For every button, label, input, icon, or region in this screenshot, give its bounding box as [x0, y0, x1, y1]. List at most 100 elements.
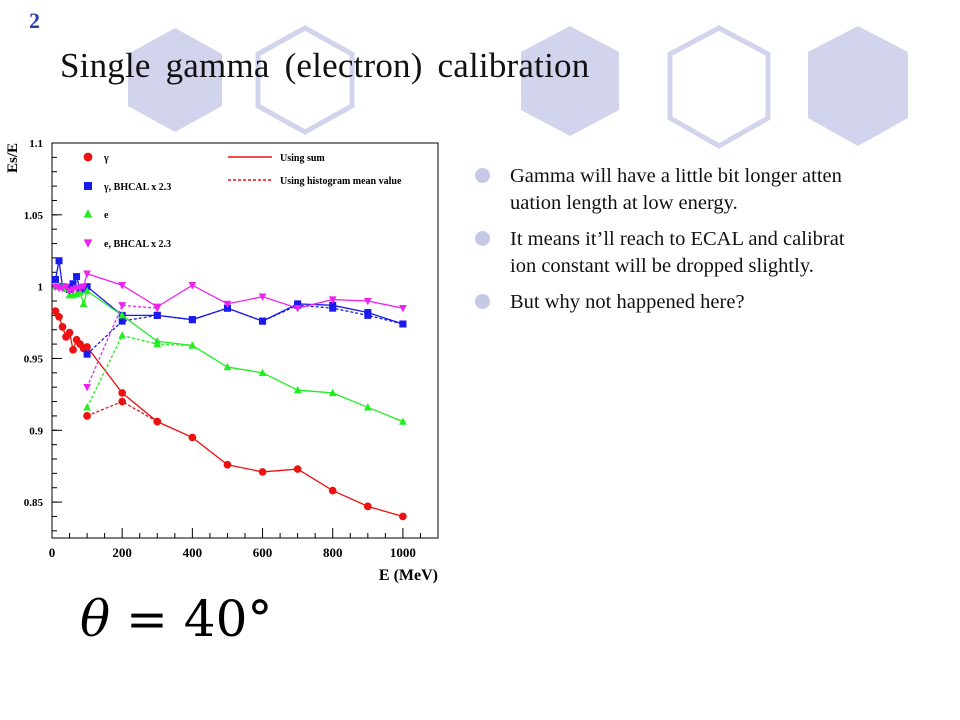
data-point [363, 297, 372, 306]
data-point [118, 302, 127, 310]
x-tick-label: 800 [323, 545, 343, 560]
y-tick-label: 0.9 [29, 425, 43, 437]
bullet-list: Gamma will have a little bit longer atte… [475, 163, 945, 325]
bullet-dot-icon [475, 231, 490, 246]
data-point [65, 328, 74, 337]
data-point [258, 468, 267, 476]
data-point [363, 403, 372, 411]
data-point [153, 305, 162, 313]
bullet-dot-icon [475, 168, 490, 183]
data-point [258, 368, 267, 376]
data-point [153, 339, 162, 348]
x-tick-label: 200 [112, 545, 132, 560]
series-line [54, 310, 404, 518]
data-point [329, 304, 337, 312]
slide-number: 2 [29, 8, 40, 33]
data-point [118, 389, 127, 397]
legend-label: γ [103, 153, 109, 164]
bullet-text-line: Gamma will have a little bit longer atte… [510, 165, 842, 187]
data-point [83, 343, 91, 351]
data-point [83, 286, 91, 295]
bullet-text-line: uation length at low energy. [510, 192, 738, 214]
data-point [293, 385, 302, 394]
hexagon-shape [255, 25, 355, 135]
data-point [328, 296, 337, 304]
data-point [188, 282, 197, 290]
data-point [52, 275, 60, 283]
data-point [188, 341, 197, 349]
hexagon-shape [667, 25, 771, 149]
x-tick-label: 0 [49, 545, 56, 560]
data-point [188, 433, 197, 442]
y-tick-label: 1.05 [24, 210, 44, 222]
data-point [69, 345, 77, 354]
data-point [55, 257, 63, 265]
series-line [86, 304, 158, 388]
calibration-chart: 0 200 400 600 800 1000 0.85 0.9 0.95 1 1.05 1.1 E (M… [5, 138, 439, 584]
legend-label: e, BHCAL x 2.3 [104, 239, 171, 250]
angle-formula: θ = 40° [80, 590, 272, 648]
data-point [58, 323, 67, 331]
bullet-item: It means it’ll reach to ECAL and calibra… [475, 226, 945, 280]
hexagon-shape [808, 26, 908, 146]
y-tick-label: 0.95 [24, 353, 44, 365]
data-point [293, 465, 302, 473]
bullet-text-line: It means it’ll reach to ECAL and calibra… [510, 228, 845, 250]
y-tick-label: 1 [38, 282, 44, 294]
bullet-text-line: But why not happened here? [510, 291, 745, 313]
theta-symbol: θ [80, 590, 111, 648]
series-line [86, 334, 193, 408]
hexagon-shape [521, 26, 619, 136]
data-point [258, 293, 267, 301]
x-tick-label: 1000 [390, 545, 416, 560]
data-point [83, 350, 91, 358]
data-point [55, 312, 63, 321]
legend-label: Using sum [280, 153, 325, 164]
x-tick-label: 600 [253, 545, 273, 560]
data-point [79, 283, 88, 291]
data-point [83, 270, 91, 278]
legend-marker [83, 239, 93, 248]
data-point [83, 412, 91, 420]
y-tick-label: 0.85 [24, 497, 44, 509]
legend-label: e [104, 210, 109, 221]
series-line [86, 304, 404, 355]
data-point [153, 311, 161, 319]
data-point [399, 417, 407, 425]
data-point [118, 311, 127, 319]
data-point [223, 460, 232, 469]
hexagon-decoration [128, 25, 908, 149]
y-tick-label: 1.1 [29, 138, 43, 150]
data-point [73, 273, 81, 281]
data-point [293, 305, 302, 313]
data-point [328, 388, 337, 397]
x-axis-label: E (MeV) [379, 567, 438, 584]
hexagon-shape [128, 28, 222, 132]
data-point [399, 512, 407, 521]
series-line [54, 260, 404, 325]
data-point [399, 305, 407, 313]
data-point [118, 331, 127, 339]
legend-marker [83, 209, 93, 218]
bullet-text-line: ion constant will be dropped slightly. [510, 255, 814, 277]
data-point [259, 317, 267, 325]
data-point [118, 317, 126, 325]
data-point [83, 384, 91, 392]
legend-label: Using histogram mean value [280, 176, 402, 187]
bullet-item: But why not happened here? [475, 289, 945, 316]
legend-label: γ, BHCAL x 2.3 [103, 182, 171, 193]
y-axis-label: Es/E [5, 143, 21, 173]
data-point [364, 311, 372, 319]
data-point [188, 316, 196, 324]
data-point [118, 397, 127, 406]
data-point [83, 283, 91, 291]
data-point [51, 307, 60, 315]
data-point [328, 486, 337, 495]
data-point [118, 282, 127, 290]
bullet-dot-icon [475, 294, 490, 309]
data-point [399, 320, 407, 328]
data-point [69, 280, 77, 288]
data-point [223, 300, 232, 309]
x-tick-label: 400 [183, 545, 203, 560]
plot-frame [51, 142, 439, 539]
